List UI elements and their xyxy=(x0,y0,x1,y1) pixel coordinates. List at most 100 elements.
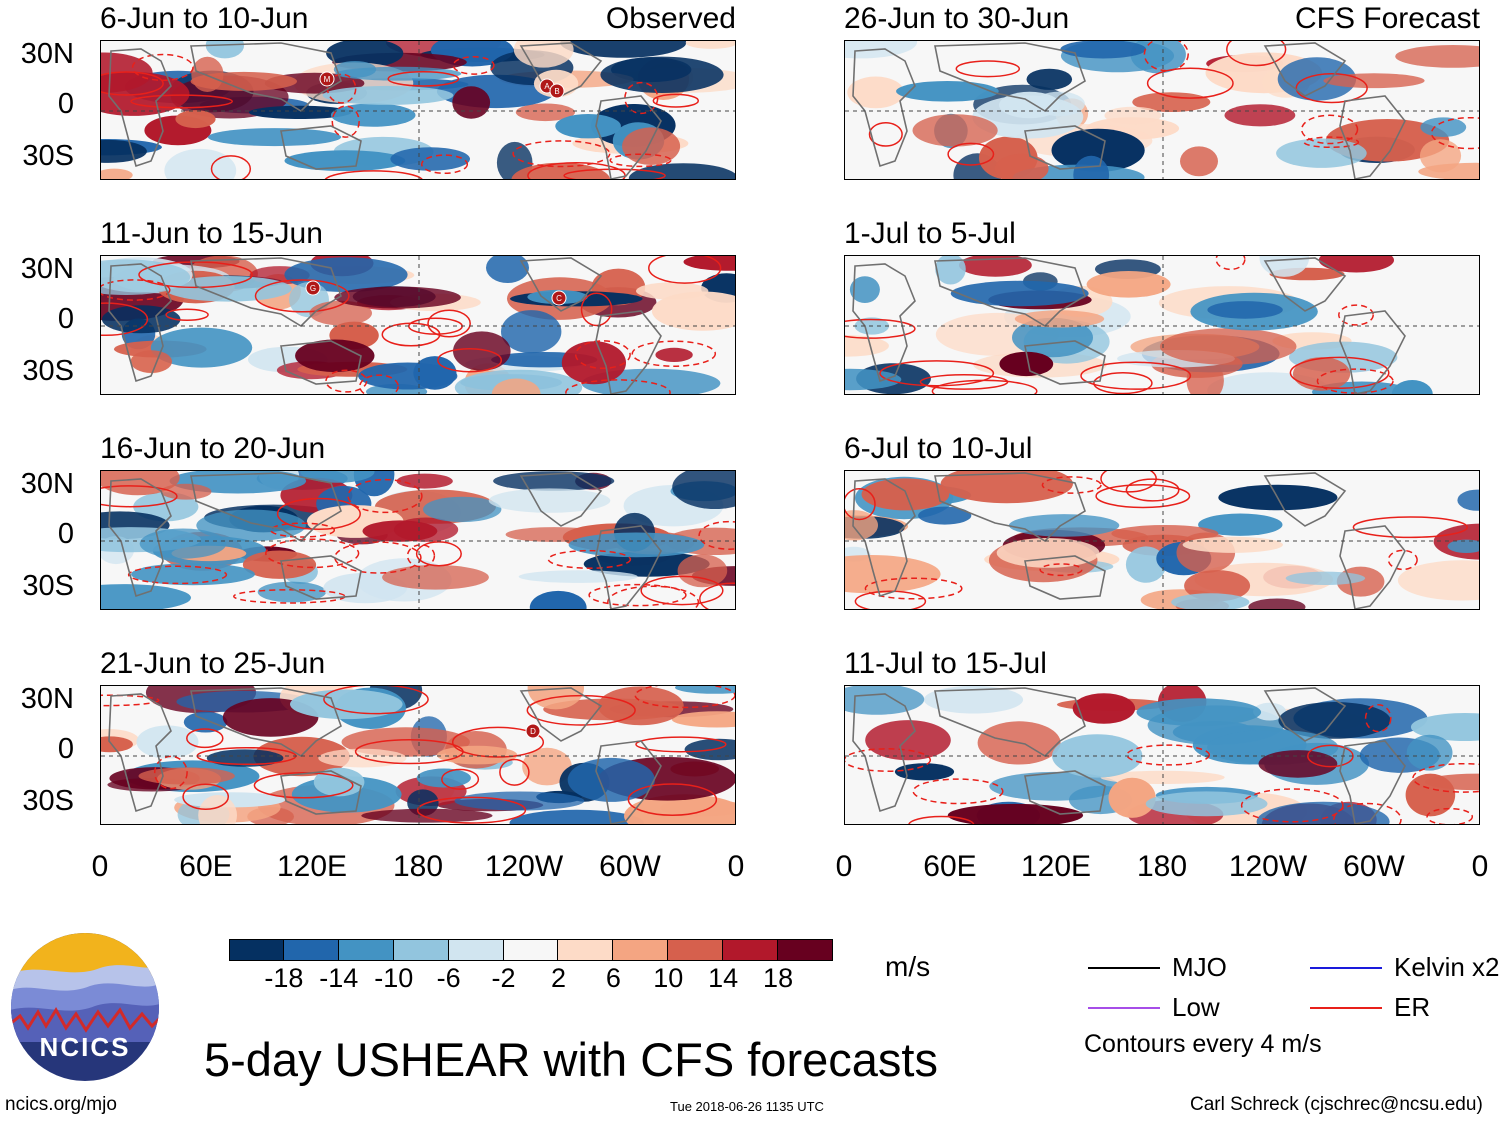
shear-field: GC xyxy=(101,256,735,394)
shear-field xyxy=(845,256,1479,394)
panel-title: 26-Jun to 30-Jun xyxy=(844,2,1070,35)
y-tick-label: 30S xyxy=(22,355,74,387)
contour-note: Contours every 4 m/s xyxy=(1084,1030,1322,1058)
colorbar-cell xyxy=(448,939,504,961)
colorbar-cell xyxy=(613,939,669,961)
map-panel xyxy=(844,40,1480,180)
y-tick-label: 30N xyxy=(20,253,74,285)
legend-label-kelvin: Kelvin x2 xyxy=(1394,952,1500,982)
y-tick-label: 30S xyxy=(22,785,74,817)
panel-title: 11-Jun to 15-Jun xyxy=(100,217,323,250)
map-panel xyxy=(844,255,1480,395)
storm-marker: C xyxy=(551,290,567,306)
panel-title: 11-Jul to 15-Jul xyxy=(844,647,1047,680)
source-url[interactable]: ncics.org/mjo xyxy=(5,1094,117,1115)
colorbar-cell xyxy=(229,939,284,961)
x-tick-label: 180 xyxy=(1136,850,1188,883)
x-tick-label: 0 xyxy=(91,850,109,883)
y-tick-label: 0 xyxy=(57,518,74,550)
colorbar-tick-label: -6 xyxy=(436,963,461,993)
panel-title: 1-Jul to 5-Jul xyxy=(844,217,1016,250)
legend-item-low: Low xyxy=(1088,992,1220,1023)
y-tick-label: 30N xyxy=(20,683,74,715)
y-tick-label: 30S xyxy=(22,140,74,172)
colorbar-cell xyxy=(503,939,559,961)
map-panel xyxy=(844,685,1480,825)
x-tick-label: 60W xyxy=(599,850,661,883)
legend-label-mjo: MJO xyxy=(1172,952,1227,982)
storm-marker: B xyxy=(549,83,565,99)
legend-item-mjo: MJO xyxy=(1088,952,1227,983)
colorbar-tick-label: 10 xyxy=(653,963,684,993)
map-panel xyxy=(100,470,736,610)
colorbar-tick-label: -18 xyxy=(264,963,304,993)
colorbar-tick-label: -14 xyxy=(319,963,359,993)
colorbar-cell xyxy=(558,939,614,961)
observed-label: Observed xyxy=(605,2,736,35)
shear-field xyxy=(845,41,1479,179)
panel-title: 21-Jun to 25-Jun xyxy=(100,647,326,680)
svg-text:B: B xyxy=(554,87,559,96)
colorbar-cell xyxy=(668,939,724,961)
colorbar-tick-label: -2 xyxy=(491,963,516,993)
x-tick-label: 120W xyxy=(484,850,564,883)
legend-item-er: ER xyxy=(1310,992,1430,1023)
colorbar-tick-label: 2 xyxy=(550,963,566,993)
panel-title: 6-Jul to 10-Jul xyxy=(844,432,1033,465)
forecast-label: CFS Forecast xyxy=(1294,2,1480,35)
y-tick-label: 30N xyxy=(20,38,74,70)
author-credit: Carl Schreck (cjschrec@ncsu.edu) xyxy=(1190,1094,1483,1115)
chart-title: 5-day USHEAR with CFS forecasts xyxy=(204,1033,938,1086)
shear-field xyxy=(101,471,735,609)
y-tick-label: 0 xyxy=(57,88,74,120)
svg-text:D: D xyxy=(530,727,536,736)
colorbar-cell xyxy=(723,939,779,961)
colorbar-tick-label: 6 xyxy=(605,963,621,993)
storm-marker: G xyxy=(305,280,321,296)
colorbar-frame xyxy=(229,939,833,961)
legend-label-low: Low xyxy=(1172,992,1220,1022)
colorbar-tick-label: 18 xyxy=(763,963,794,993)
panel-title: 6-Jun to 10-Jun xyxy=(100,2,309,35)
panel-title: 16-Jun to 20-Jun xyxy=(100,432,326,465)
svg-text:G: G xyxy=(310,284,316,293)
x-tick-label: 120E xyxy=(276,850,348,883)
y-tick-label: 0 xyxy=(57,303,74,335)
svg-text:A: A xyxy=(544,82,550,91)
map-panel xyxy=(844,470,1480,610)
shear-field xyxy=(845,686,1479,824)
x-tick-label: 0 xyxy=(1471,850,1489,883)
y-tick-label: 30N xyxy=(20,468,74,500)
storm-marker: D xyxy=(525,723,541,739)
shear-field xyxy=(845,471,1479,609)
y-tick-label: 30S xyxy=(22,570,74,602)
legend-item-kelvin: Kelvin x2 xyxy=(1310,952,1500,983)
x-tick-label: 180 xyxy=(392,850,444,883)
x-tick-label: 60E xyxy=(179,850,233,883)
legend-line-low xyxy=(1088,1006,1160,1009)
svg-text:C: C xyxy=(556,294,562,303)
shear-field: D xyxy=(101,686,735,824)
y-tick-label: 0 xyxy=(57,733,74,765)
x-tick-label: 60E xyxy=(923,850,977,883)
logo-text: NCICS xyxy=(40,1032,131,1062)
shear-field: M AB xyxy=(101,41,735,179)
colorbar-tick-label: -10 xyxy=(374,963,414,993)
map-panel: D xyxy=(100,685,736,825)
legend-line-mjo xyxy=(1088,966,1160,969)
ncics-logo: NCICS xyxy=(11,933,159,1081)
units-label: m/s xyxy=(885,951,931,982)
colorbar-cell xyxy=(393,939,449,961)
x-tick-label: 60W xyxy=(1343,850,1405,883)
x-tick-label: 120W xyxy=(1228,850,1308,883)
svg-text:M: M xyxy=(324,75,331,84)
x-tick-label: 0 xyxy=(727,850,745,883)
x-tick-label: 120E xyxy=(1020,850,1092,883)
x-tick-label: 0 xyxy=(835,850,853,883)
colorbar-cell xyxy=(283,939,339,961)
legend-line-kelvin xyxy=(1310,966,1382,969)
legend-label-er: ER xyxy=(1394,992,1431,1022)
timestamp: Tue 2018-06-26 1135 UTC xyxy=(670,1099,824,1114)
